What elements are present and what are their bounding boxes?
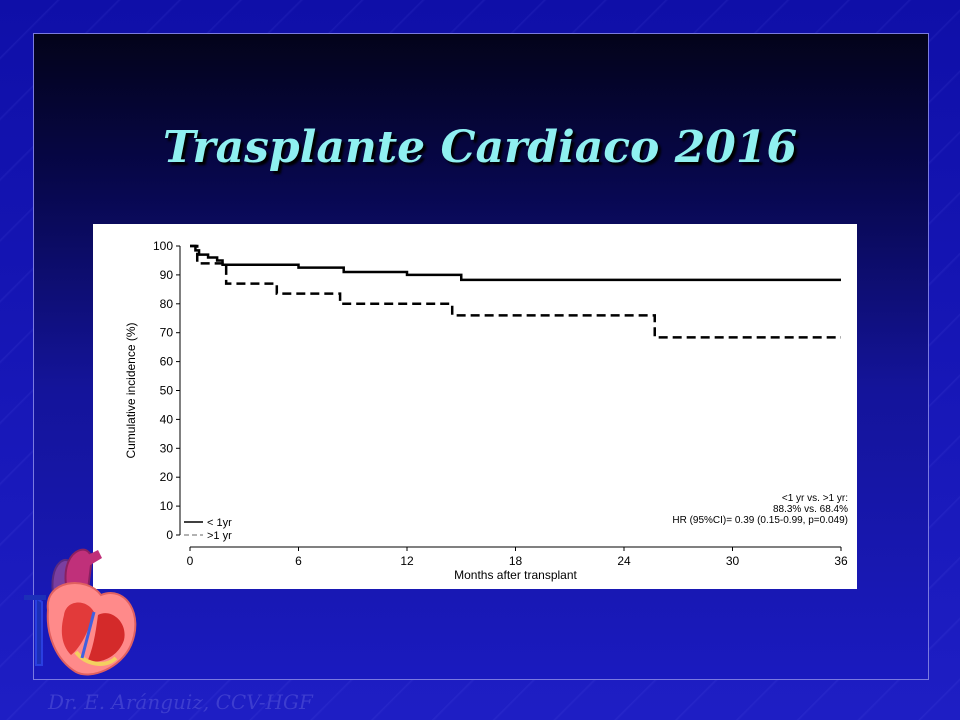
y-tick-label: 50 — [160, 384, 174, 398]
chart-legend: < 1yr>1 yr — [184, 517, 232, 542]
x-tick-label: 24 — [617, 554, 631, 568]
heart-anatomy-icon — [24, 548, 137, 676]
x-tick-label: 30 — [726, 554, 740, 568]
y-tick-label: 70 — [160, 326, 174, 340]
y-tick-label: 30 — [160, 441, 174, 455]
annotation-text: <1 yr vs. >1 yr: — [782, 493, 848, 504]
x-tick-label: 12 — [400, 554, 414, 568]
y-tick-label: 10 — [160, 499, 174, 513]
legend-label: < 1yr — [207, 517, 232, 529]
y-tick-label: 40 — [160, 412, 174, 426]
series-line-2 — [190, 244, 841, 339]
annotation-text: 88.3% vs. 68.4% — [773, 504, 848, 515]
x-tick-label: 6 — [295, 554, 302, 568]
y-tick-label: 80 — [160, 297, 174, 311]
x-tick-label: 36 — [834, 554, 848, 568]
y-tick-label: 60 — [160, 355, 174, 369]
chart-axes: 0 10 20 30 40 50 60 70 80 90 100 0 6 12 18 24 30 36 Months… — [124, 239, 848, 582]
y-tick-label: 20 — [160, 470, 174, 484]
chart-annotations: <1 yr vs. >1 yr:88.3% vs. 68.4%HR (95%CI… — [672, 493, 848, 526]
x-axis-label: Months after transplant — [454, 568, 577, 582]
legend-label: >1 yr — [207, 530, 232, 542]
y-tick-label: 90 — [160, 268, 174, 282]
y-tick-label: 100 — [153, 239, 173, 253]
y-tick-label: 0 — [166, 528, 173, 542]
x-tick-label: 18 — [509, 554, 523, 568]
survival-chart: 0 10 20 30 40 50 60 70 80 90 100 0 6 12 18 24 30 36 Months… — [124, 239, 848, 582]
chart-series — [190, 244, 841, 339]
slide-footer: Dr. E. Aránguiz, CCV-HGF — [48, 690, 313, 714]
slide-title: Trasplante Cardiaco 2016 — [162, 122, 798, 173]
chart-panel: 0 10 20 30 40 50 60 70 80 90 100 0 6 12 18 24 30 36 Months… — [93, 224, 857, 589]
series-line-1 — [190, 244, 841, 282]
annotation-text: HR (95%CI)= 0.39 (0.15-0.99, p=0.049) — [672, 515, 848, 526]
x-tick-label: 0 — [187, 554, 194, 568]
y-axis-label: Cumulative incidence (%) — [124, 322, 138, 458]
